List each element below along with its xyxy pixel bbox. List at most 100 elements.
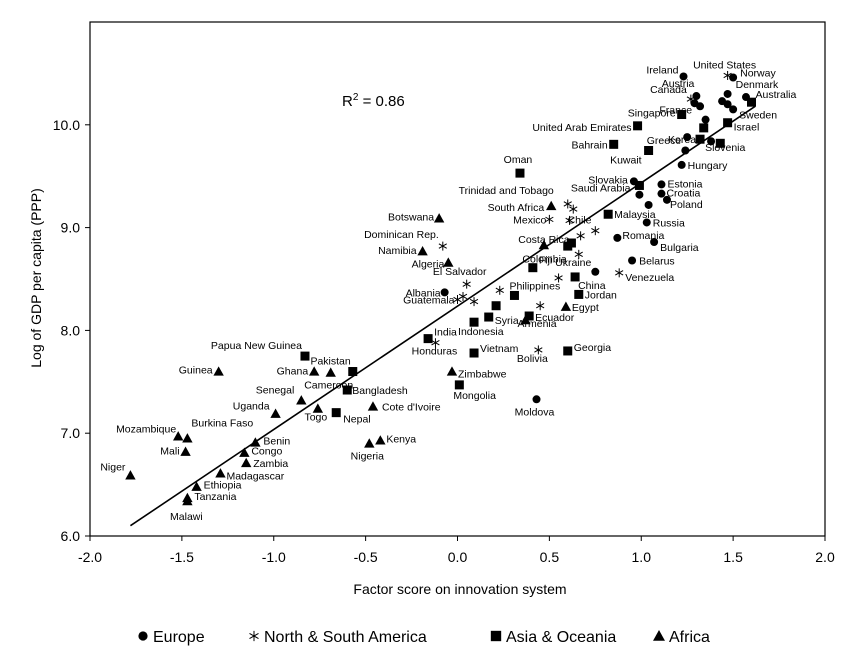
legend-label: North & South America (264, 629, 427, 646)
data-point (125, 470, 136, 480)
data-point (715, 138, 725, 148)
data-point (438, 241, 447, 251)
data-point (440, 288, 449, 297)
data-point (695, 134, 705, 144)
data-point (554, 273, 563, 283)
point-label: El Salvador (433, 266, 487, 278)
point-label: Mali (160, 446, 179, 458)
data-point (250, 437, 261, 447)
data-point (308, 366, 320, 376)
legend-label: Asia & Oceania (506, 629, 616, 646)
point-label: Mozambique (116, 423, 176, 435)
point-label: Costa Rica (518, 234, 570, 246)
point-label: Algeria (412, 259, 445, 271)
point-label: Armenia (517, 318, 556, 330)
x-tick-label: 0.5 (540, 549, 560, 565)
point-label: Greece (647, 135, 682, 147)
data-point (729, 105, 738, 114)
point-label: Chile (568, 214, 592, 226)
data-point (469, 348, 479, 358)
data-point (213, 366, 224, 376)
data-points (125, 70, 756, 506)
y-tick-label: 10.0 (53, 117, 80, 133)
point-label: Guatemala (403, 295, 455, 307)
point-label: Russia (653, 217, 685, 229)
point-label: Denmark (736, 79, 779, 91)
x-tick-label: -2.0 (78, 549, 102, 565)
data-point (532, 395, 541, 404)
legend-marker (138, 631, 148, 641)
x-tick-label: -1.5 (170, 549, 194, 565)
point-label: Moldova (515, 406, 555, 418)
point-label: Bahrain (571, 139, 607, 151)
point-label: India (434, 327, 457, 339)
point-label: Zimbabwe (458, 369, 507, 381)
data-point (443, 257, 454, 267)
point-label: Kenya (386, 433, 416, 445)
legend: Europe North & South America Asia & Oceani… (138, 629, 710, 646)
point-label: Korea (668, 134, 696, 146)
data-point (534, 345, 543, 355)
data-point (545, 214, 554, 224)
legend-label: Africa (669, 629, 710, 646)
data-point (563, 241, 573, 251)
legend-marker (249, 630, 259, 642)
point-label: Australia (756, 89, 797, 101)
data-point (454, 380, 464, 390)
point-label: Croatia (666, 188, 700, 200)
point-label: Belarus (639, 255, 675, 267)
data-point (707, 137, 716, 146)
data-point (677, 110, 687, 120)
data-point (723, 89, 732, 98)
data-point (747, 97, 756, 107)
y-tick-label: 7.0 (61, 425, 81, 441)
point-label: Norway (740, 68, 776, 80)
point-label: Papua New Guinea (211, 340, 302, 352)
x-tick-label: 1.5 (723, 549, 743, 565)
data-point (536, 301, 545, 311)
point-label: Singapore (628, 108, 676, 120)
data-point (469, 297, 479, 307)
point-label: Albania (406, 287, 441, 299)
data-point (417, 246, 428, 256)
data-point (563, 346, 573, 356)
data-point (699, 123, 709, 133)
point-label: Ireland (646, 64, 678, 76)
data-point (528, 263, 538, 273)
point-label: Cameroon (304, 380, 353, 392)
data-point (563, 199, 572, 209)
data-point (520, 314, 531, 325)
data-point (634, 180, 644, 190)
point-label: Fiji (539, 255, 552, 267)
data-point (692, 92, 701, 101)
point-label: Bolivia (517, 353, 548, 365)
point-label: South Africa (488, 202, 545, 214)
data-point (560, 301, 572, 311)
point-label: Poland (670, 199, 703, 211)
point-label: Malaysia (614, 209, 656, 221)
plot-area (89, 21, 826, 537)
point-label: Honduras (412, 346, 458, 358)
data-point (644, 200, 653, 209)
point-label: United States (693, 59, 756, 71)
axis-ticks: -2.0 -1.5 -1.0 -0.5 0.0 0.5 1.0 1.5 2.0 6.0 7.0 8.0… (53, 117, 835, 565)
point-labels: Ireland Norway Austria Denmark France Sweden G… (100, 59, 796, 523)
point-label: Ukraine (555, 257, 591, 269)
point-label: Benin (263, 435, 290, 447)
point-label: Tanzania (194, 491, 236, 503)
data-point (574, 249, 583, 259)
point-label: Austria (662, 78, 695, 90)
data-point (364, 438, 375, 448)
legend-label: Europe (153, 629, 205, 646)
point-label: Ghana (277, 366, 309, 378)
data-point (423, 334, 433, 344)
point-label: Nepal (343, 414, 370, 426)
point-label: Romania (622, 230, 664, 242)
point-label: Hungary (688, 160, 728, 172)
x-tick-label: 2.0 (815, 549, 835, 565)
data-point (628, 256, 637, 265)
data-point (348, 367, 358, 377)
data-point (182, 433, 193, 443)
data-point (240, 457, 252, 468)
x-tick-label: -1.0 (262, 549, 286, 565)
